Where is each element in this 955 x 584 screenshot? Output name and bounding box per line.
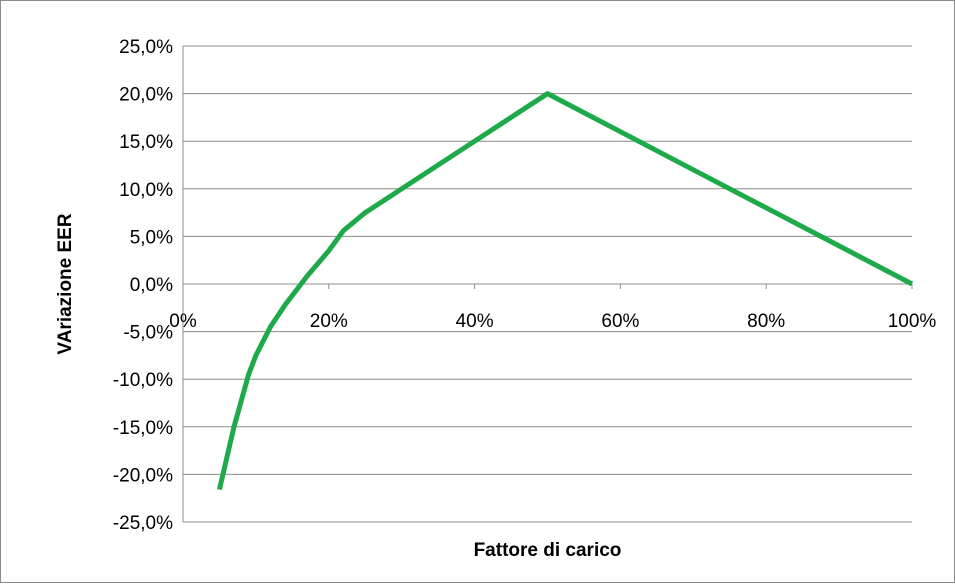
y-tick-label: -20,0% [113,465,173,486]
y-tick-label: 5,0% [130,227,173,248]
y-tick-label: 15,0% [119,132,173,153]
tick-labels: 25,0% 20,0% 15,0% 10,0% 5,0% 0,0% -5,0% -10,0% -… [113,37,937,534]
x-tick-label: 40% [456,311,494,332]
y-tick-label: -15,0% [113,418,173,439]
y-tick-label: 0,0% [130,275,173,296]
y-axis-title: VAriazione EER [55,213,76,354]
y-tick-label: 10,0% [119,180,173,201]
x-axis-title: Fattore di carico [474,540,622,561]
gridlines [183,45,912,523]
y-tick-label: -25,0% [113,513,173,534]
axes [182,46,913,522]
y-tick-label: 25,0% [119,37,173,58]
x-tick-label: 20% [310,311,348,332]
y-tick-label: 20,0% [119,85,173,106]
series-line [216,91,914,491]
x-tick-label: 100% [888,311,937,332]
x-tick-label: 80% [747,311,785,332]
y-tick-label: -5,0% [123,323,173,344]
x-tick-label: 60% [601,311,639,332]
y-tick-label: -10,0% [113,370,173,391]
series-layer [216,91,914,491]
x-tick-label: 0% [169,311,197,332]
